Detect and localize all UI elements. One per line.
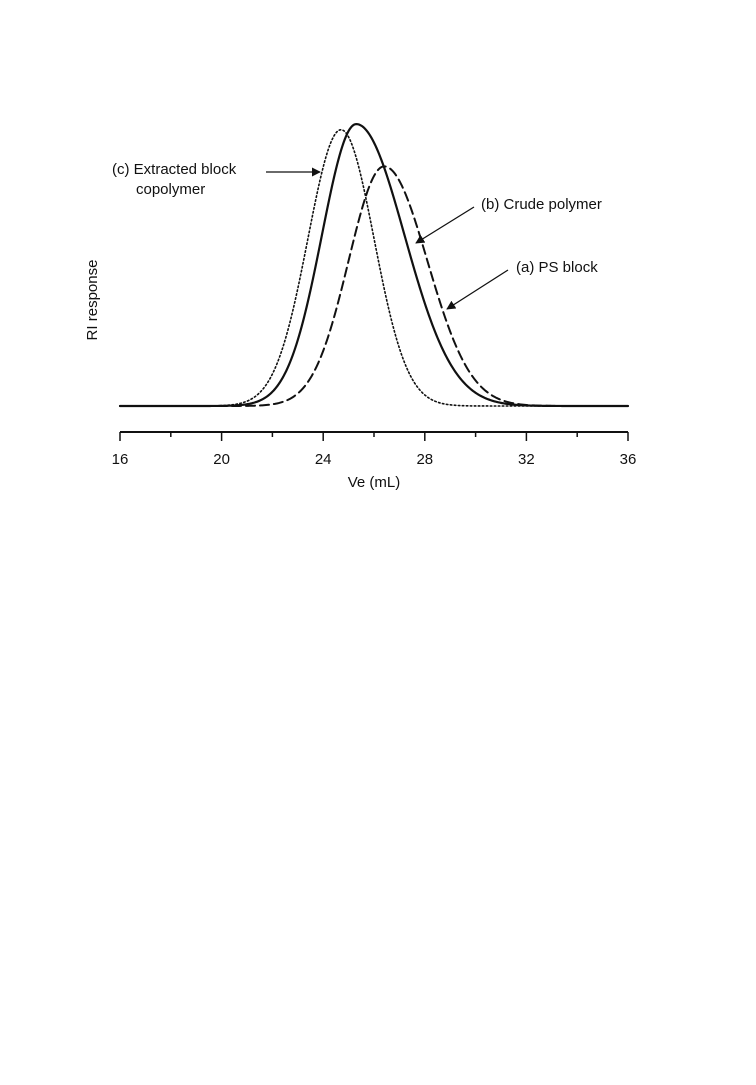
annotation-b-arrow [415, 206, 475, 244]
x-tick-label: 36 [620, 451, 637, 468]
curves [118, 122, 630, 408]
y-axis-label: RI response [84, 260, 101, 341]
annotation-a: (a) PS block [516, 259, 598, 276]
x-axis-label: Ve (mL) [348, 474, 401, 491]
series-line-c [119, 128, 629, 407]
x-tick-label: 20 [213, 451, 230, 468]
annotation-a-arrow [446, 269, 509, 310]
annotation-c-line1: (c) Extracted block [112, 161, 237, 178]
x-tick-label: 28 [416, 451, 433, 468]
x-ticks: 16 20 24 28 32 36 [112, 432, 637, 468]
x-tick-label: 16 [112, 451, 129, 468]
x-tick-label: 24 [315, 451, 332, 468]
annotation-c-line2: copolymer [136, 181, 205, 198]
annotation-b: (b) Crude polymer [481, 196, 602, 213]
x-tick-label: 32 [518, 451, 535, 468]
